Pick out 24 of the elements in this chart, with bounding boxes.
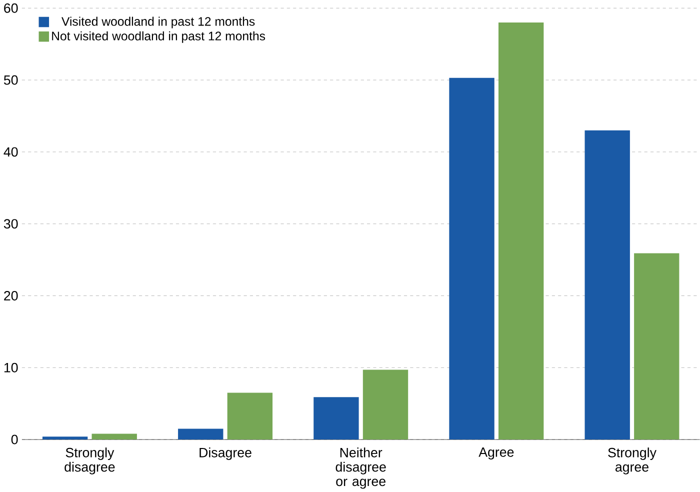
x-tick-label: Strongly disagree [64, 447, 115, 474]
bar [178, 428, 224, 440]
legend-label: Visited woodland in past 12 months [62, 16, 255, 28]
x-tick-label: Disagree [200, 447, 252, 460]
y-tick-label: 60 [4, 3, 18, 13]
bar [498, 22, 544, 440]
legend-label: Not visited woodland in past 12 months [52, 31, 266, 43]
bar [634, 253, 680, 440]
y-tick-label: 20 [4, 290, 18, 300]
y-tick-label: 40 [4, 147, 18, 157]
x-tick-label: Strongly agree [608, 447, 656, 474]
bar [227, 392, 273, 440]
bar [449, 78, 494, 440]
bar [92, 434, 137, 440]
bar [42, 436, 88, 440]
x-tick-label: Agree [478, 447, 514, 460]
y-tick-label: 50 [4, 75, 18, 85]
y-tick-label: 30 [4, 219, 18, 228]
x-tick-label: Neither disagree or agree [336, 447, 386, 489]
y-tick-label: 0 [11, 434, 18, 444]
y-tick-label: 10 [4, 362, 18, 372]
bar [314, 397, 359, 440]
bar [362, 370, 408, 440]
bar [584, 130, 630, 440]
